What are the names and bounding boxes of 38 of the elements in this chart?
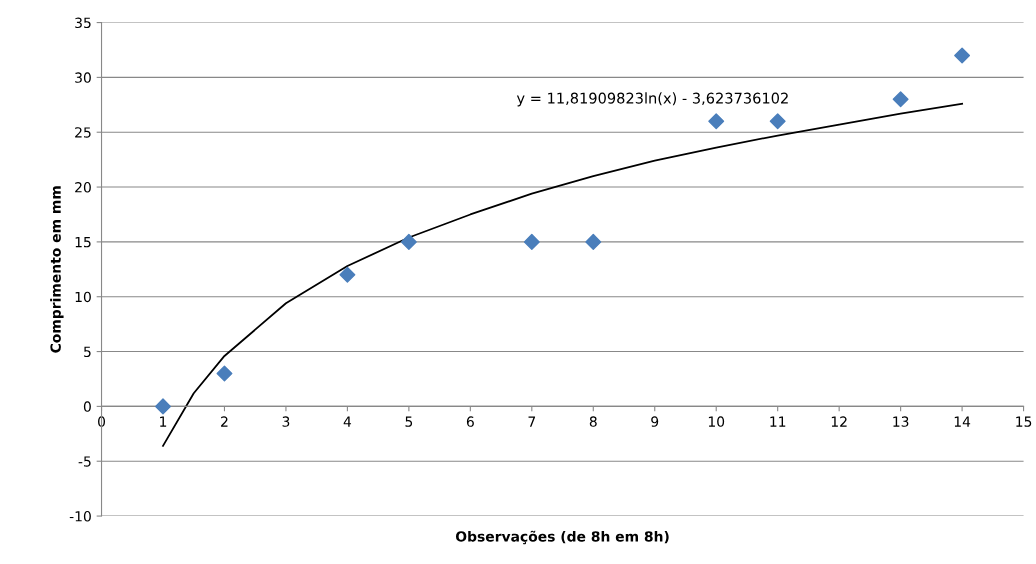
x-tick-label: 5 — [405, 416, 413, 427]
y-tick-label: 15 — [75, 237, 91, 248]
y-tick-label: 5 — [84, 346, 91, 358]
y-tick-label: 25 — [75, 127, 91, 138]
y-tick-label: 35 — [75, 17, 91, 29]
x-tick-label: 1 — [160, 416, 167, 427]
x-tick-label: 13 — [893, 416, 909, 427]
point — [708, 113, 725, 130]
point — [155, 398, 171, 415]
y-tick-label: -10 — [69, 511, 91, 522]
y-tick-label: -5 — [78, 456, 91, 467]
x-tick-label: 2 — [221, 416, 228, 427]
point — [585, 233, 602, 250]
point — [523, 233, 540, 250]
point — [400, 233, 417, 250]
point — [216, 365, 233, 382]
point — [892, 91, 909, 108]
x-tick-label: 3 — [282, 416, 290, 427]
x-tick-label: 15 — [1016, 416, 1032, 427]
x-tick-label: 7 — [528, 416, 536, 427]
x-tick-label: 6 — [466, 416, 474, 427]
point — [339, 266, 356, 283]
point — [769, 113, 786, 130]
y-tick-label: 20 — [75, 182, 91, 193]
x-tick-label: 12 — [831, 416, 847, 427]
y-tick-label: 0 — [83, 401, 91, 412]
x-tick-label: 9 — [651, 416, 659, 427]
y-tick-label: 30 — [75, 72, 91, 83]
annotation: y = 11,81909823ln(x) - 3,623736102 — [516, 92, 788, 107]
x-axis-title: Observações (de 8h em 8h) — [455, 530, 669, 545]
x-tick-label: 14 — [954, 416, 971, 427]
x-tick-label: 4 — [343, 416, 352, 427]
y-tick-label: 10 — [75, 291, 91, 303]
point — [954, 47, 971, 64]
y-axis-title: Comprimento em mm — [50, 186, 64, 353]
x-tick-label: 10 — [708, 416, 725, 427]
x-tick-label: 11 — [770, 416, 786, 427]
x-tick-label: 8 — [589, 416, 597, 427]
